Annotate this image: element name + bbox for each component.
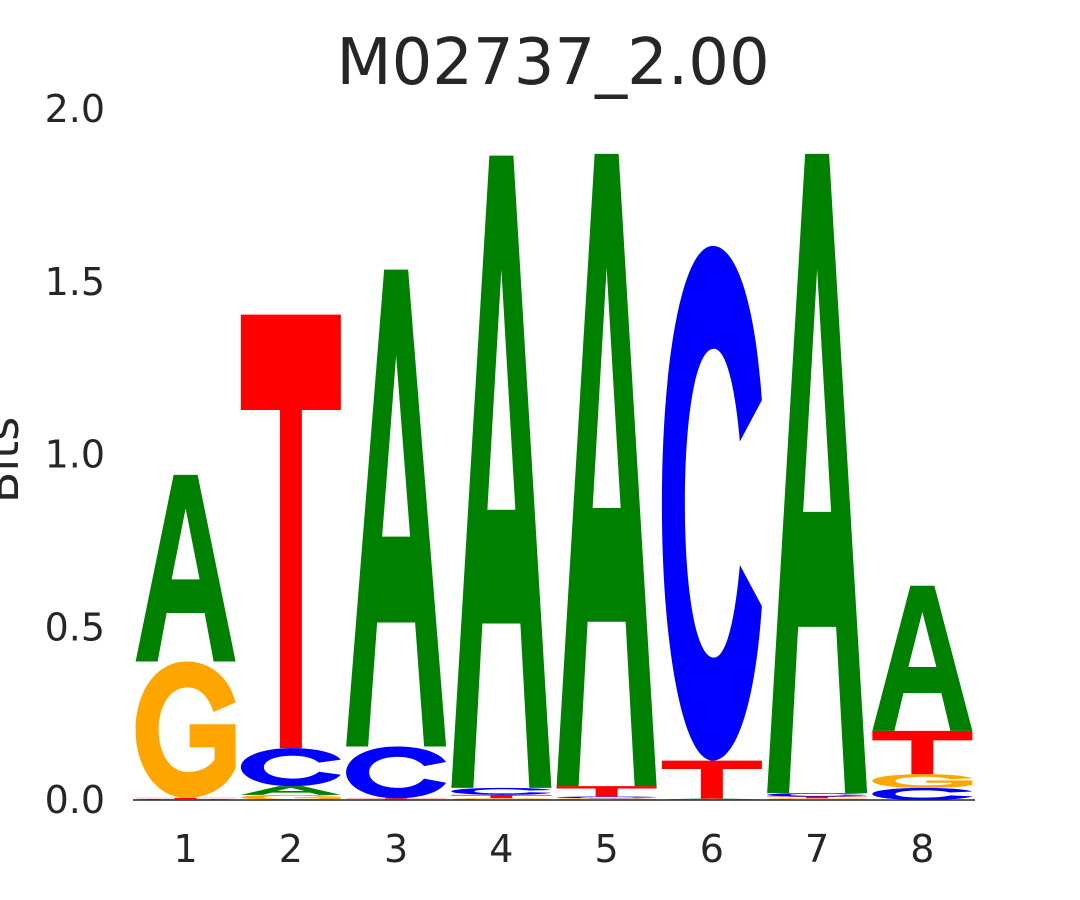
letter-G-pos-8 (872, 774, 973, 788)
letter-C-pos-8 (872, 787, 973, 800)
letter-C-pos-7 (767, 793, 868, 797)
letter-T-pos-3 (346, 798, 447, 800)
letter-T-pos-6 (661, 760, 762, 799)
x-tick-label: 7 (805, 827, 829, 871)
x-tick-label: 5 (595, 827, 619, 871)
letter-T-pos-8 (872, 730, 973, 775)
letter-A-pos-1 (135, 474, 236, 662)
letter-A-pos-8 (872, 585, 973, 731)
letter-T-pos-5 (556, 786, 657, 797)
letter-G-pos-2 (240, 794, 341, 800)
letter-stacks (135, 153, 973, 800)
y-tick-label: 0.0 (45, 778, 105, 822)
y-axis-label: Bits (0, 417, 29, 503)
letter-A-pos-3 (346, 269, 447, 747)
letter-G-pos-1 (135, 661, 236, 798)
letter-T-pos-7 (767, 796, 868, 799)
letter-A-pos-5 (556, 153, 657, 787)
letter-C-pos-5 (556, 796, 657, 799)
letter-C-pos-2 (240, 748, 341, 787)
x-tick-label: 8 (910, 827, 934, 871)
letter-C-pos-6 (661, 245, 762, 761)
x-tick-label: 1 (174, 827, 198, 871)
letter-C-pos-4 (451, 787, 552, 795)
letter-A-pos-6 (661, 798, 762, 800)
x-tick-label: 4 (489, 827, 513, 871)
y-axis: 0.0 0.5 1.0 1.5 2.0 (45, 87, 105, 822)
letter-T-pos-2 (240, 314, 341, 749)
x-tick-label: 2 (279, 827, 303, 871)
y-tick-label: 1.0 (45, 433, 105, 477)
letter-C-pos-3 (346, 746, 447, 799)
x-axis: 1 2 3 4 5 6 7 8 (174, 827, 935, 871)
letter-A-pos-7 (767, 153, 868, 794)
y-tick-label: 0.5 (45, 605, 105, 649)
letter-T-pos-4 (451, 794, 552, 799)
letter-A-pos-4 (451, 155, 552, 788)
y-tick-label: 2.0 (45, 87, 105, 131)
y-tick-label: 1.5 (45, 260, 105, 304)
chart-title: M02737_2.00 (336, 26, 769, 100)
x-tick-label: 3 (384, 827, 408, 871)
letter-A-pos-2 (240, 786, 341, 795)
letter-T-pos-1 (135, 797, 236, 799)
x-tick-label: 6 (700, 827, 724, 871)
